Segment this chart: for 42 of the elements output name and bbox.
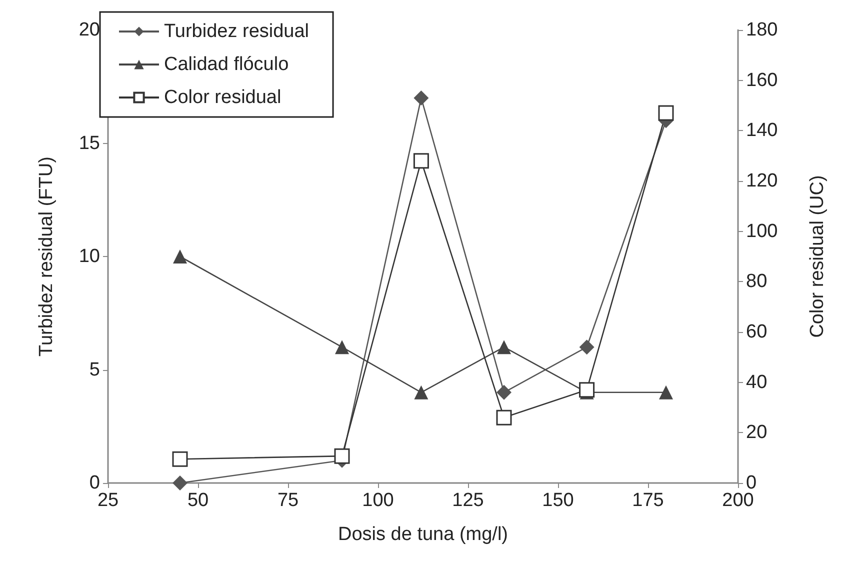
y2-tick-label: 160 [746,70,778,91]
y2-axis-title: Color residual (UC) [807,175,828,338]
y-tick-label: 5 [89,359,100,380]
y2-tick-label: 120 [746,170,778,192]
point [579,340,594,355]
y2-tick-label: 140 [746,120,778,142]
legend-label: Color residual [164,87,282,108]
x-tick-label: 50 [187,490,209,511]
point [173,250,187,264]
y-tick-label: 10 [78,246,100,267]
y2-tick-label: 60 [746,322,768,342]
y2-tick-label: 100 [746,220,778,242]
legend-label: Calidad flóculo [164,54,289,75]
point [579,382,595,398]
x-tick-label: 175 [632,490,664,511]
point [414,385,428,400]
point [496,410,512,426]
y2-tick-label: 80 [746,271,768,292]
point [413,153,429,169]
point [334,448,350,464]
x-tick-label: 100 [362,490,394,511]
point [172,476,188,490]
y2-tick-label: 40 [746,372,768,393]
point [172,451,188,467]
y-tick-label: 15 [78,132,100,154]
x-tick-label: 150 [542,490,574,511]
x-tick-label: 25 [97,490,119,511]
point [658,105,674,121]
x-axis-title: Dosis de tuna (mg/l) [338,524,508,545]
point [497,340,511,354]
legend-label: Turbidez residual [164,21,310,42]
x-tick-label: 125 [452,490,484,511]
point [414,90,429,106]
y-tick-label: 0 [89,472,100,494]
y-axis-title: Turbidez residual (FTU) [36,156,57,356]
y2-tick-label: 180 [746,20,778,40]
point [659,385,673,400]
point [335,340,349,354]
y2-tick-label: 20 [746,422,768,444]
x-tick-label: 75 [277,490,299,511]
point [496,384,512,400]
y-tick-label: 20 [78,20,100,40]
